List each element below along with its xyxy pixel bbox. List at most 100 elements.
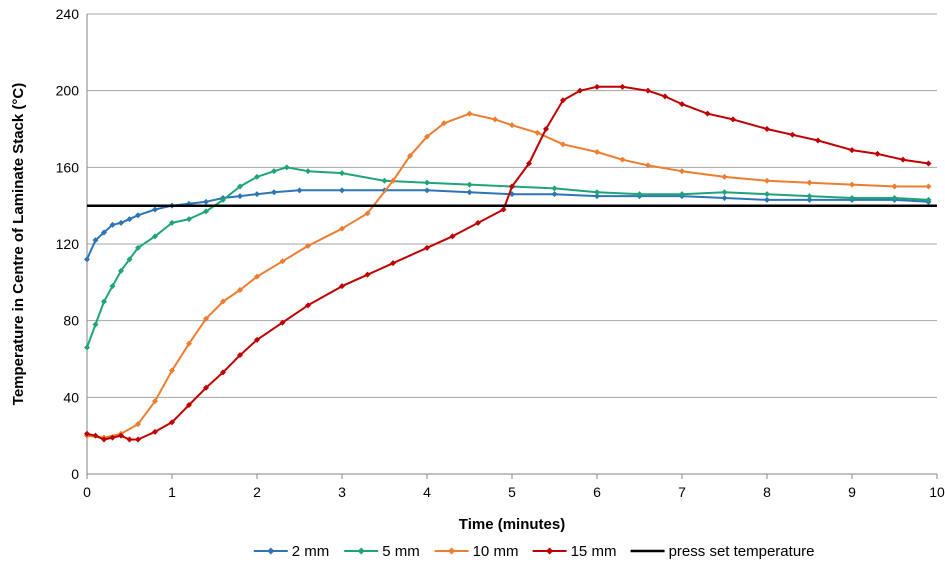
data-point [364, 210, 371, 217]
data-point [645, 87, 651, 94]
data-point [254, 173, 260, 180]
data-point [806, 193, 813, 200]
data-point [305, 242, 311, 249]
data-point [509, 183, 515, 190]
data-point [891, 183, 898, 190]
data-point [466, 189, 473, 196]
data-point [169, 367, 175, 374]
data-point [203, 315, 209, 322]
legend-label: press set temperature [669, 543, 815, 560]
data-point [92, 321, 99, 328]
axes: 0 40 80 120 160 200 240 0 1 2 3 4 5 6 7 8 9 10 [56, 6, 945, 500]
series-2 [84, 110, 932, 441]
y-tick-label: 80 [63, 313, 79, 329]
data-point [679, 191, 685, 198]
data-point [594, 149, 600, 155]
legend-marker [448, 547, 456, 555]
data-point [492, 116, 498, 123]
y-tick-label: 40 [63, 389, 79, 405]
data-point [271, 189, 277, 196]
series-line [86, 85, 929, 441]
data-point [135, 212, 141, 219]
data-point [424, 187, 430, 194]
data-point [849, 195, 855, 201]
data-point [339, 283, 345, 290]
legend-label: 10 mm [473, 543, 519, 560]
data-point [900, 156, 906, 163]
data-point [679, 101, 685, 108]
data-point [424, 133, 430, 140]
data-point [92, 432, 99, 439]
data-point [815, 137, 821, 144]
data-point [407, 152, 413, 159]
data-point [152, 428, 158, 435]
data-point [186, 402, 192, 408]
data-point [594, 83, 600, 90]
data-point [237, 183, 243, 190]
data-point [475, 219, 481, 226]
data-point [619, 83, 626, 90]
data-point [152, 398, 158, 405]
data-point [390, 177, 396, 184]
data-point [118, 267, 124, 274]
data-point [594, 193, 600, 200]
legend-marker [267, 547, 275, 555]
data-point [84, 256, 90, 263]
x-tick-label: 2 [253, 484, 261, 500]
data-point [891, 195, 898, 201]
data-point [721, 189, 728, 196]
data-point [339, 225, 345, 232]
data-point [109, 221, 116, 228]
data-point [254, 191, 260, 198]
data-point [339, 170, 345, 177]
data-point [135, 436, 141, 443]
data-point [220, 298, 226, 305]
data-point [662, 93, 668, 100]
data-point [84, 344, 90, 351]
x-tick-label: 1 [168, 484, 176, 500]
data-point [169, 419, 175, 426]
data-point [619, 156, 626, 163]
data-point [135, 244, 141, 251]
series-group [84, 83, 937, 443]
data-point [220, 369, 226, 376]
data-point [118, 432, 124, 439]
data-point [560, 97, 566, 104]
data-point [466, 181, 473, 188]
data-point [237, 352, 243, 359]
data-point [126, 256, 133, 263]
x-tick-label: 8 [763, 484, 771, 500]
data-point [237, 287, 243, 293]
data-point [271, 168, 277, 175]
data-point [560, 141, 566, 148]
y-tick-label: 160 [56, 159, 80, 175]
x-tick-label: 6 [593, 484, 601, 500]
x-tick-label: 7 [678, 484, 686, 500]
data-point [874, 150, 881, 157]
data-point [109, 283, 116, 290]
data-point [543, 126, 549, 132]
data-point [449, 233, 456, 240]
y-tick-label: 0 [71, 466, 79, 482]
data-point [152, 233, 158, 240]
legend-label: 2 mm [292, 543, 330, 560]
data-point [424, 179, 430, 186]
data-point [730, 116, 736, 123]
data-point [636, 191, 643, 198]
data-point [186, 216, 192, 223]
series-3 [84, 83, 932, 443]
data-point [254, 336, 260, 343]
data-point [296, 187, 303, 194]
x-tick-label: 5 [508, 484, 516, 500]
data-point [721, 173, 728, 180]
data-point [925, 183, 932, 190]
data-point [764, 177, 770, 184]
data-point [789, 131, 796, 138]
data-point [203, 384, 209, 391]
data-point [169, 219, 175, 226]
data-point [109, 434, 116, 441]
x-tick-label: 3 [338, 484, 346, 500]
data-point [764, 191, 770, 198]
legend-label: 15 mm [571, 543, 617, 560]
